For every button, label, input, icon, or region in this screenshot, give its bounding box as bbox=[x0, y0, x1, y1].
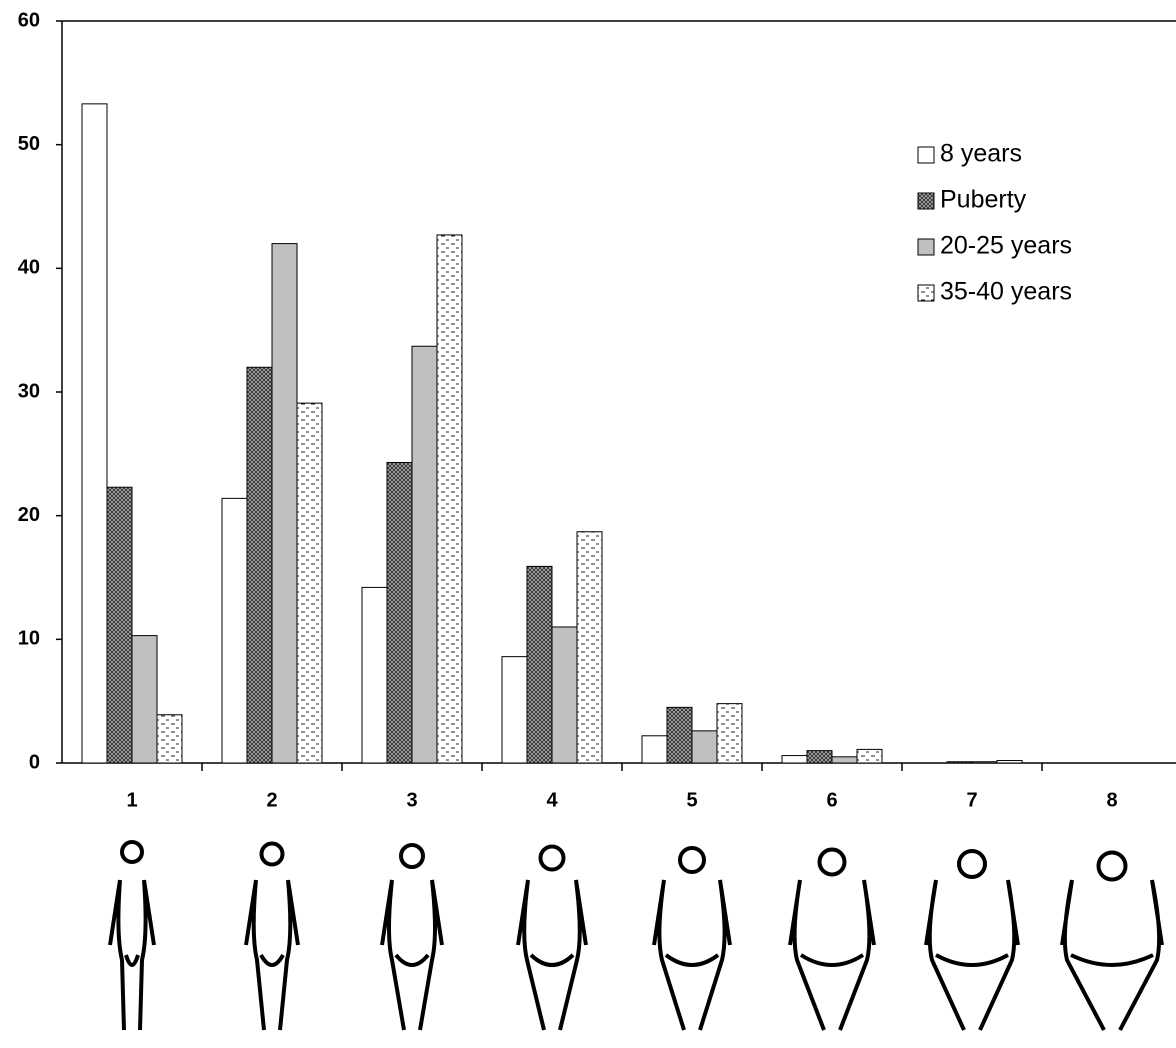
x-tick-label: 4 bbox=[546, 789, 558, 811]
bar bbox=[552, 627, 577, 763]
bar bbox=[577, 532, 602, 763]
legend-label: 20-25 years bbox=[940, 232, 1072, 260]
y-tick-label: 60 bbox=[18, 9, 40, 31]
y-tick-label: 20 bbox=[18, 504, 40, 526]
bar bbox=[947, 762, 972, 763]
y-tick-label: 30 bbox=[18, 380, 40, 402]
figure-body bbox=[654, 880, 730, 1030]
bar bbox=[387, 462, 412, 763]
bar bbox=[82, 104, 107, 763]
bar bbox=[412, 346, 437, 763]
bar bbox=[667, 707, 692, 763]
bar bbox=[717, 704, 742, 763]
legend-swatch bbox=[918, 147, 934, 163]
bar bbox=[642, 736, 667, 763]
figure-body bbox=[926, 880, 1018, 1030]
y-tick-label: 10 bbox=[18, 628, 40, 650]
bar bbox=[972, 762, 997, 763]
bar bbox=[362, 587, 387, 763]
figure-head bbox=[262, 844, 283, 865]
figure-head bbox=[122, 842, 142, 862]
figure-body bbox=[790, 880, 874, 1030]
bar bbox=[437, 235, 462, 763]
x-tick-label: 5 bbox=[686, 789, 697, 811]
bar bbox=[782, 756, 807, 763]
figure-body bbox=[246, 880, 298, 1030]
figure-head bbox=[959, 851, 985, 877]
figure-head bbox=[541, 847, 564, 870]
bar bbox=[527, 566, 552, 763]
legend-label: 8 years bbox=[940, 140, 1022, 168]
bar bbox=[272, 244, 297, 763]
chart: 0 10 20 30 40 50 60 1 2 3 4 5 6 7 8 8 years Puberty 20-25… bbox=[0, 0, 1176, 1048]
bar bbox=[222, 498, 247, 763]
figure-head bbox=[680, 848, 704, 872]
y-tick-label: 50 bbox=[18, 133, 40, 155]
x-tick-label: 6 bbox=[826, 789, 837, 811]
legend-swatch bbox=[918, 193, 934, 209]
figure-body bbox=[518, 880, 586, 1030]
legend-swatch bbox=[918, 239, 934, 255]
figure-body bbox=[110, 880, 154, 1030]
x-tick-label: 2 bbox=[266, 789, 277, 811]
bar bbox=[297, 403, 322, 763]
bar bbox=[997, 761, 1022, 763]
bar bbox=[857, 749, 882, 763]
bar bbox=[247, 367, 272, 763]
bar bbox=[832, 757, 857, 763]
bar bbox=[132, 636, 157, 763]
x-tick-label: 1 bbox=[126, 789, 137, 811]
figure-head bbox=[401, 845, 423, 867]
figure-body bbox=[1062, 880, 1162, 1030]
figure-head bbox=[1099, 853, 1126, 880]
bar bbox=[807, 751, 832, 763]
x-tick-label: 7 bbox=[966, 789, 977, 811]
legend-label: 35-40 years bbox=[940, 278, 1072, 306]
bar bbox=[692, 731, 717, 763]
figure-head bbox=[820, 850, 845, 875]
body-silhouettes bbox=[110, 842, 1162, 1030]
bar bbox=[502, 657, 527, 763]
y-tick-label: 40 bbox=[18, 257, 40, 279]
bar bbox=[107, 487, 132, 763]
legend-swatch bbox=[918, 285, 934, 301]
x-tick-label: 3 bbox=[406, 789, 417, 811]
legend-label: Puberty bbox=[940, 186, 1027, 214]
bar bbox=[157, 715, 182, 763]
x-tick-label: 8 bbox=[1106, 789, 1117, 811]
figure-body bbox=[382, 880, 442, 1030]
y-tick-label: 0 bbox=[29, 751, 40, 773]
